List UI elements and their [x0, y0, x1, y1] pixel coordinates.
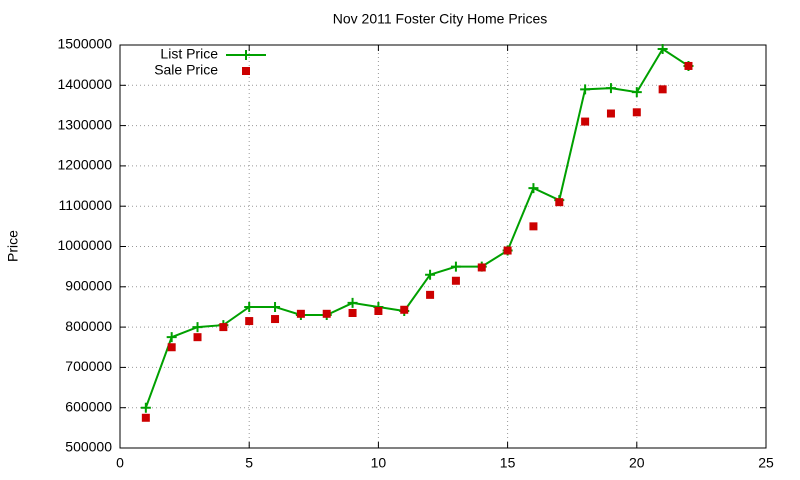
x-tick-label: 0: [116, 455, 124, 471]
data-point: [555, 198, 564, 207]
data-point: [167, 343, 176, 352]
data-point: [451, 276, 460, 285]
legend-label: List Price: [160, 46, 218, 62]
chart-title: Nov 2011 Foster City Home Prices: [333, 11, 547, 27]
data-point: [400, 305, 409, 314]
data-point: [477, 263, 486, 272]
data-point: [606, 109, 615, 118]
data-point: [322, 309, 331, 318]
data-point: [605, 83, 616, 94]
y-tick-label: 600000: [65, 398, 112, 414]
data-point: [631, 87, 642, 98]
y-tick-label: 1100000: [59, 197, 113, 213]
y-tick-label: 800000: [65, 318, 112, 334]
x-tick-label: 20: [629, 455, 645, 471]
y-tick-label: 1200000: [57, 157, 112, 173]
y-tick-label: 1400000: [57, 76, 112, 92]
data-point: [270, 301, 281, 312]
data-point: [580, 84, 591, 95]
y-tick-label: 1500000: [57, 36, 112, 52]
x-tick-label: 25: [758, 455, 774, 471]
data-point: [528, 183, 539, 194]
y-axis-label: Price: [5, 230, 21, 262]
x-tick-label: 5: [245, 455, 253, 471]
data-point: [219, 323, 228, 332]
data-point: [529, 222, 538, 231]
data-point: [684, 61, 693, 70]
data-point: [192, 322, 203, 333]
data-point: [193, 333, 202, 342]
data-point: [425, 269, 436, 280]
data-point: [348, 308, 357, 317]
plot-frame: [119, 44, 767, 449]
data-point: [296, 309, 305, 318]
y-tick-label: 700000: [65, 358, 112, 374]
data-point: [426, 290, 435, 299]
data-point: [244, 301, 255, 312]
legend-marker: [242, 67, 250, 75]
data-point: [632, 108, 641, 117]
data-point: [658, 85, 667, 94]
x-tick-label: 15: [500, 455, 516, 471]
data-point: [503, 246, 512, 255]
data-point: [657, 44, 668, 55]
data-point: [450, 261, 461, 272]
legend-label: Sale Price: [154, 62, 218, 78]
data-point: [140, 402, 151, 413]
y-tick-label: 1000000: [57, 237, 112, 253]
data-point: [374, 306, 383, 315]
data-point: [245, 317, 254, 326]
data-line: [144, 47, 690, 409]
y-tick-label: 500000: [65, 439, 112, 455]
data-point: [141, 413, 150, 422]
data-point: [271, 315, 280, 324]
data-point: [581, 117, 590, 126]
y-tick-label: 1300000: [57, 116, 112, 132]
x-tick-label: 10: [371, 455, 387, 471]
y-tick-label: 900000: [65, 278, 112, 294]
data-point: [347, 297, 358, 308]
data-point: [166, 332, 177, 343]
legend-marker: [241, 50, 251, 60]
